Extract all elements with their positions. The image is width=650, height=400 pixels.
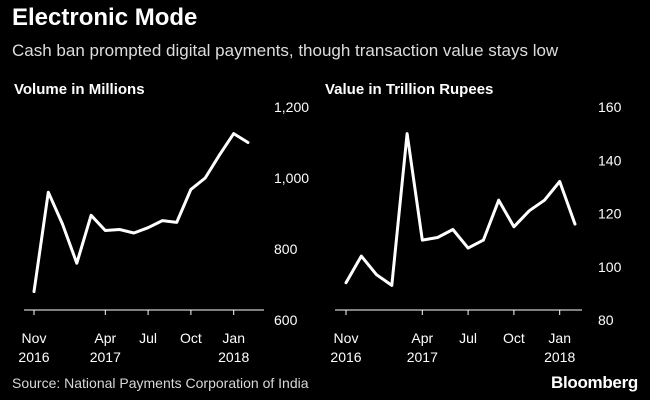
volume-x-tick-label: Jan: [222, 330, 245, 346]
volume-y-tick-label: 600: [274, 312, 298, 328]
value-y-tick-label: 160: [598, 99, 622, 115]
volume-chart: Volume in Millions 600 800 1,000 1,200 Nov 20…: [14, 81, 309, 365]
brand-logo: Bloomberg: [550, 373, 638, 392]
volume-series-line: [32, 132, 250, 294]
volume-y-tick-label: 800: [274, 241, 298, 257]
value-ticks: 80 100 120 140 160 Nov 2016 Apr 2017 Jul Oct Jan 201…: [330, 99, 621, 365]
value-x-tick-label: Jul: [459, 330, 477, 346]
volume-chart-title: Volume in Millions: [14, 81, 145, 98]
value-x-tick-label: Oct: [503, 330, 525, 346]
value-x-tick-label: Apr: [411, 330, 433, 346]
volume-x-tick-label: Oct: [180, 330, 202, 346]
source-note: Source: National Payments Corporation of…: [12, 375, 309, 391]
volume-ticks: 600 800 1,000 1,200 Nov 2016 Apr 2017 Jul Oct Jan 2…: [18, 99, 309, 365]
volume-x-tick-year: 2018: [218, 349, 249, 365]
value-y-tick-label: 120: [598, 206, 622, 222]
value-chart-title: Value in Trillion Rupees: [325, 81, 493, 98]
value-x-tick-year: 2018: [544, 349, 575, 365]
volume-y-tick-label: 1,000: [274, 170, 309, 186]
volume-x-tick-label: Nov: [22, 330, 47, 346]
value-y-tick-label: 100: [598, 259, 622, 275]
volume-x-tick-year: 2017: [90, 349, 121, 365]
value-chart: Value in Trillion Rupees 80 100 120 140 160 N…: [325, 81, 622, 365]
value-x-tick-label: Nov: [334, 330, 359, 346]
volume-x-tick-label: Jul: [139, 330, 157, 346]
value-y-tick-label: 140: [598, 152, 622, 168]
value-x-tick-label: Jan: [548, 330, 571, 346]
value-y-tick-label: 80: [598, 312, 614, 328]
value-series-line: [344, 132, 577, 287]
value-x-tick-year: 2016: [330, 349, 361, 365]
page-subtitle: Cash ban prompted digital payments, thou…: [12, 41, 559, 60]
volume-x-tick-year: 2016: [18, 349, 49, 365]
volume-y-tick-label: 1,200: [274, 99, 309, 115]
value-x-tick-year: 2017: [407, 349, 438, 365]
page-title: Electronic Mode: [12, 4, 198, 31]
volume-x-tick-label: Apr: [94, 330, 116, 346]
